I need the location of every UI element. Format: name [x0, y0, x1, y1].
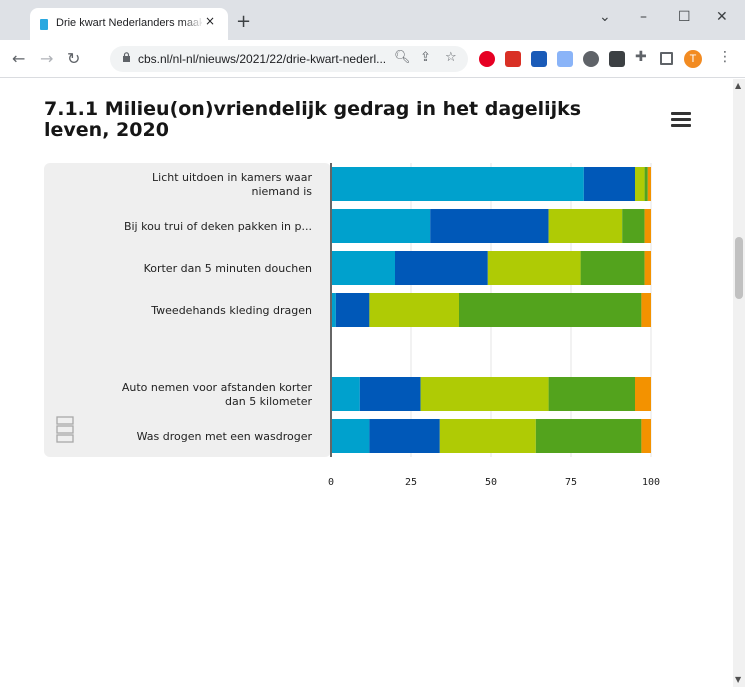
bookmark-star-icon[interactable]: ☆ [445, 50, 457, 65]
zoom-icon[interactable]: 🔍︎ [394, 50, 411, 65]
cbs-logo-block [56, 416, 74, 425]
cbs-logo-block [56, 434, 74, 443]
back-icon[interactable]: ← [12, 49, 26, 68]
bar-segment[interactable] [644, 209, 651, 243]
x-tick-label: 0 [328, 477, 334, 488]
extension-red-icon[interactable] [505, 51, 521, 67]
browser-tab-bar: Drie kwart Nederlanders maakt z × + ⌄ – … [0, 0, 745, 40]
bar-segment[interactable] [487, 251, 581, 285]
category-label: Auto nemen voor afstanden korter [122, 381, 313, 394]
maximize-button[interactable]: ☐ [678, 9, 691, 25]
bar-segment[interactable] [635, 167, 645, 201]
bar-segment[interactable] [331, 377, 360, 411]
bar-segment[interactable] [430, 209, 549, 243]
lock-icon [123, 52, 130, 62]
category-label: Bij kou trui of deken pakken in p... [124, 220, 312, 233]
tab-search-icon[interactable]: ⌄ [599, 9, 611, 25]
category-label-band [44, 163, 331, 457]
bar-segment[interactable] [622, 209, 645, 243]
minimize-button[interactable]: – [640, 9, 647, 25]
bar-segment[interactable] [644, 251, 651, 285]
cbs-logo [56, 416, 74, 443]
page-content: 7.1.1 Milieu(on)vriendelijk gedrag in he… [0, 79, 733, 687]
x-tick-label: 50 [485, 477, 497, 488]
bar-segment[interactable] [583, 167, 635, 201]
address-bar[interactable]: cbs.nl/nl-nl/nieuws/2021/22/drie-kwart-n… [110, 46, 468, 72]
new-tab-button[interactable]: + [236, 11, 252, 32]
bar-segment[interactable] [635, 377, 651, 411]
bar-segment[interactable] [580, 251, 645, 285]
forward-icon[interactable]: → [40, 49, 54, 68]
chart-title: 7.1.1 Milieu(on)vriendelijk gedrag in he… [44, 98, 582, 141]
bar-segment[interactable] [647, 167, 651, 201]
extension-grey-icon[interactable] [583, 51, 599, 67]
share-icon[interactable]: ⇪ [420, 50, 431, 65]
bar-segment[interactable] [535, 419, 642, 453]
puzzle-extensions-icon[interactable]: ✚ [635, 49, 647, 65]
page-scrollbar[interactable]: ▲ ▼ [733, 79, 745, 687]
profile-avatar[interactable]: T [684, 50, 702, 68]
bar-segment[interactable] [359, 377, 421, 411]
x-tick-label: 75 [565, 477, 577, 488]
category-label: Korter dan 5 minuten douchen [144, 262, 312, 275]
bar-segment[interactable] [459, 293, 642, 327]
x-tick-label: 100 [642, 477, 660, 488]
scrollbar-thumb[interactable] [735, 237, 743, 299]
bar-segment[interactable] [548, 377, 635, 411]
bar-segment[interactable] [644, 167, 648, 201]
bar-segment[interactable] [548, 209, 623, 243]
category-label: niemand is [252, 185, 313, 198]
tab-title-fade [182, 12, 204, 34]
favicon-icon [40, 19, 48, 30]
browser-tab[interactable]: Drie kwart Nederlanders maakt z × [30, 8, 228, 40]
bar-segment[interactable] [331, 209, 431, 243]
bar-segment[interactable] [331, 419, 370, 453]
docs-extension-icon[interactable] [557, 51, 573, 67]
bar-segment[interactable] [369, 293, 459, 327]
url-text: cbs.nl/nl-nl/nieuws/2021/22/drie-kwart-n… [138, 52, 387, 66]
bar-segment[interactable] [641, 419, 651, 453]
browser-toolbar: ← → ↻ cbs.nl/nl-nl/nieuws/2021/22/drie-k… [0, 40, 745, 78]
cbs-logo-block [56, 425, 74, 434]
bar-segment[interactable] [439, 419, 536, 453]
bar-segment[interactable] [420, 377, 549, 411]
bar-segment[interactable] [641, 293, 651, 327]
bar-segment[interactable] [369, 419, 440, 453]
bar-segment[interactable] [331, 293, 336, 327]
pinterest-extension-icon[interactable] [479, 51, 495, 67]
side-panel-icon[interactable] [660, 52, 673, 65]
scroll-down-icon[interactable]: ▼ [735, 675, 742, 684]
extension-blue-icon[interactable] [531, 51, 547, 67]
bar-segment[interactable] [331, 251, 395, 285]
chart-menu-icon[interactable] [671, 112, 691, 127]
category-label: Licht uitdoen in kamers waar [152, 171, 312, 184]
extension-new-icon[interactable] [609, 51, 625, 67]
tab-title: Drie kwart Nederlanders maakt z [56, 17, 202, 29]
category-label: Was drogen met een wasdroger [137, 430, 313, 443]
scroll-up-icon[interactable]: ▲ [735, 81, 742, 90]
category-label: dan 5 kilometer [225, 395, 312, 408]
category-label: Tweedehands kleding dragen [150, 304, 312, 317]
x-tick-label: 25 [405, 477, 417, 488]
tab-close-icon[interactable]: × [205, 14, 216, 28]
bar-segment[interactable] [331, 167, 584, 201]
reload-icon[interactable]: ↻ [67, 49, 81, 68]
bar-segment[interactable] [335, 293, 370, 327]
close-window-button[interactable]: ✕ [716, 9, 728, 25]
browser-menu-icon[interactable]: ⋮ [718, 49, 732, 65]
bar-segment[interactable] [395, 251, 488, 285]
